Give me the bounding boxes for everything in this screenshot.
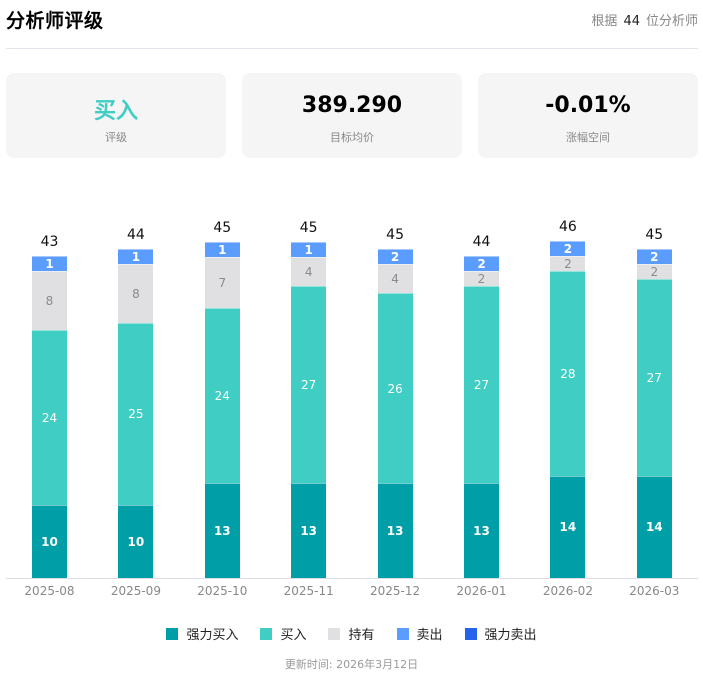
bar-segment-sell[interactable]: 2	[464, 256, 499, 272]
x-axis-line	[6, 578, 698, 579]
bar-total-label: 44	[126, 227, 145, 244]
bar-2025-08[interactable]: 10 24 8 1	[32, 256, 67, 578]
legend-label: 强力卖出	[484, 628, 537, 643]
bar-total-label: 45	[645, 226, 664, 243]
bar-segment-hold[interactable]: 4	[291, 256, 327, 287]
bar-segment-hold[interactable]: 2	[550, 256, 586, 272]
x-axis-tick-label: 2025-11	[283, 584, 334, 598]
bar-segment-buy[interactable]: 27	[464, 286, 499, 484]
bar-segment-sell[interactable]: 2	[377, 249, 413, 265]
bar-segment-hold[interactable]: 8	[32, 271, 67, 330]
bar-2025-11[interactable]: 13 27 4 1	[291, 241, 327, 578]
bar-segment-hold[interactable]: 4	[377, 264, 413, 294]
bar-segment-sell[interactable]: 1	[204, 241, 240, 257]
update-time: 更新时间: 2026年3月12日	[284, 658, 419, 671]
bar-segment-buy[interactable]: 24	[204, 307, 240, 484]
legend-label: 买入	[280, 628, 307, 643]
bar-segment-strong-buy[interactable]: 10	[32, 505, 67, 578]
rating-card: 买入 评级	[6, 73, 226, 158]
bar-segment-strong-buy[interactable]: 10	[118, 505, 154, 578]
legend-label: 卖出	[416, 628, 443, 643]
bar-segment-sell[interactable]: 2	[550, 241, 586, 257]
bar-segment-strong-buy[interactable]: 14	[550, 475, 586, 578]
bar-segment-hold[interactable]: 7	[204, 256, 240, 308]
legend-swatch-icon	[260, 627, 273, 640]
legend-swatch-icon	[396, 627, 409, 640]
bar-segment-strong-buy[interactable]: 13	[377, 483, 413, 578]
rating-label: 评级	[105, 131, 127, 144]
analyst-count-value: 44	[623, 14, 640, 29]
bar-segment-strong-buy[interactable]: 13	[291, 483, 327, 578]
bar-segment-buy[interactable]: 28	[550, 271, 586, 476]
legend-swatch-icon	[166, 627, 179, 640]
bar-2025-10[interactable]: 13 24 7 1	[204, 241, 240, 578]
x-axis-tick-label: 2025-10	[197, 584, 248, 598]
legend-label: 强力买入	[186, 628, 239, 643]
bar-2026-01[interactable]: 13 27 2 2	[464, 256, 499, 578]
legend-item-hold[interactable]: 持有	[328, 624, 375, 643]
target-price-card: 389.290 目标均价	[242, 73, 462, 158]
legend-item-strong-sell[interactable]: 强力卖出	[464, 624, 537, 643]
bar-segment-sell[interactable]: 1	[291, 241, 327, 257]
bar-total-label: 45	[213, 219, 232, 236]
bar-segment-sell[interactable]: 2	[636, 248, 672, 264]
x-axis-tick-label: 2025-08	[24, 584, 75, 598]
bar-total-label: 43	[40, 234, 59, 251]
bar-segment-hold[interactable]: 2	[636, 263, 672, 279]
analyst-count-prefix: 根据	[591, 14, 618, 29]
bar-2026-03[interactable]: 14 27 2 2	[636, 248, 672, 578]
page-title: 分析师评级	[6, 10, 104, 32]
bar-segment-buy[interactable]: 25	[118, 322, 154, 505]
header: 分析师评级 根据 44 位分析师	[6, 0, 698, 48]
bar-total-label: 44	[472, 234, 491, 250]
upside-value: -0.01%	[545, 93, 631, 118]
x-axis-tick-label: 2026-01	[456, 584, 507, 598]
bar-segment-strong-buy[interactable]: 13	[464, 483, 499, 578]
analyst-count: 根据 44 位分析师	[591, 10, 698, 29]
upside-label: 涨幅空间	[566, 131, 610, 144]
target-price-value: 389.290	[301, 93, 403, 118]
legend-swatch-icon	[328, 627, 341, 640]
bar-segment-hold[interactable]: 2	[464, 271, 499, 287]
legend-item-buy[interactable]: 买入	[260, 624, 306, 643]
bar-segment-buy[interactable]: 24	[32, 329, 67, 505]
target-price-label: 目标均价	[330, 131, 374, 144]
bar-segment-hold[interactable]: 8	[118, 264, 154, 323]
bar-2025-12[interactable]: 13 26 4 2	[377, 249, 413, 578]
analyst-count-suffix: 位分析师	[645, 14, 698, 29]
bar-total-label: 45	[299, 219, 318, 236]
legend-item-sell[interactable]: 卖出	[396, 624, 443, 643]
header-divider	[6, 48, 698, 49]
bar-segment-buy[interactable]: 26	[377, 293, 413, 484]
bar-segment-sell[interactable]: 1	[32, 256, 67, 272]
bar-2025-09[interactable]: 10 25 8 1	[118, 249, 154, 578]
x-axis-tick-label: 2026-02	[542, 584, 593, 598]
x-axis-tick-label: 2025-12	[370, 584, 421, 598]
legend-swatch-icon	[464, 627, 477, 640]
bar-total-label: 46	[558, 219, 577, 236]
bar-segment-buy[interactable]: 27	[291, 286, 327, 484]
bar-segment-strong-buy[interactable]: 13	[204, 483, 240, 578]
ratings-stacked-bar-chart: 10 24 8 1 43 2025-08 10 25 8 1 44 2025-09 13 24 7 1 45 20…	[0, 190, 703, 610]
legend-item-strong-buy[interactable]: 强力买入	[166, 624, 238, 643]
upside-card: -0.01% 涨幅空间	[478, 73, 698, 158]
rating-value: 买入	[93, 99, 138, 124]
x-axis-tick-label: 2026-03	[629, 584, 680, 598]
bar-segment-sell[interactable]: 1	[118, 249, 154, 265]
bar-2026-02[interactable]: 14 28 2 2	[550, 241, 586, 578]
x-axis-tick-label: 2025-09	[110, 584, 161, 598]
bar-segment-buy[interactable]: 27	[636, 278, 672, 476]
legend-label: 持有	[348, 628, 375, 643]
bar-segment-strong-buy[interactable]: 14	[636, 475, 672, 578]
bar-total-label: 45	[386, 227, 404, 244]
chart-legend: 强力买入 买入 持有 卖出 强力卖出	[0, 624, 703, 643]
